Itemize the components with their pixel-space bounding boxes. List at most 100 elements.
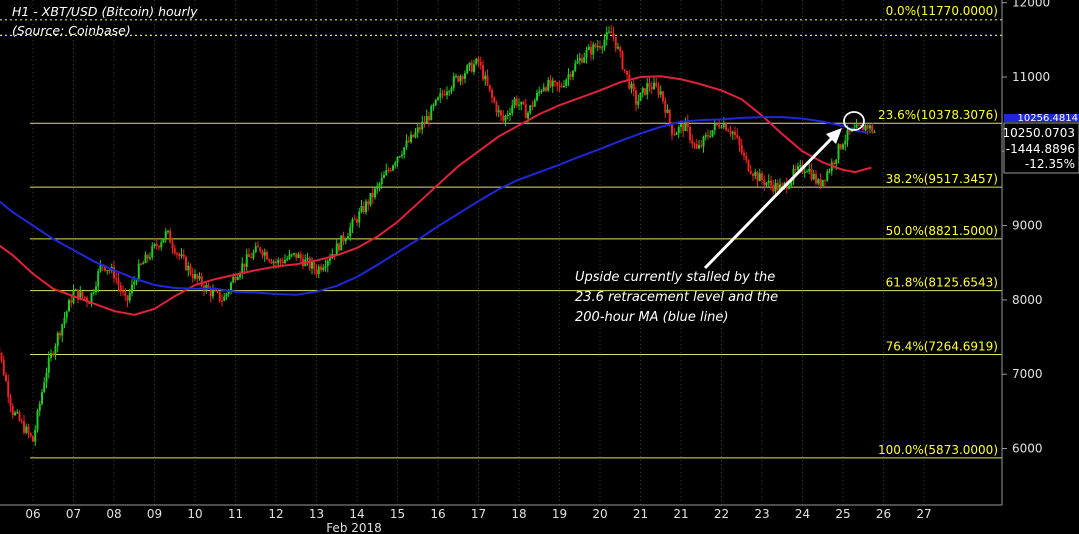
candle-body xyxy=(752,173,754,176)
candle-body xyxy=(320,266,322,271)
candle-body xyxy=(509,113,511,115)
candle-body xyxy=(99,264,102,271)
candle-body xyxy=(266,252,268,260)
candle-body xyxy=(128,293,131,301)
candle-body xyxy=(756,172,759,182)
candle-body xyxy=(776,182,779,191)
candle-body xyxy=(653,82,655,90)
candle-body xyxy=(230,282,232,291)
candle-body xyxy=(538,91,541,93)
candle-body xyxy=(254,246,257,253)
candle-body xyxy=(385,170,388,176)
annotation-arrow xyxy=(703,136,834,270)
candle-body xyxy=(144,254,147,264)
candle-body xyxy=(833,162,835,165)
candle-body xyxy=(317,266,320,275)
candle-body xyxy=(542,87,545,91)
candle-body xyxy=(54,345,57,356)
candle-body xyxy=(383,175,385,179)
fib-label: 50.0%(8821.5000) xyxy=(886,224,998,238)
candle-body xyxy=(259,247,262,252)
candle-body xyxy=(842,144,844,149)
candle-body xyxy=(493,97,496,103)
candle-body xyxy=(677,127,680,133)
candle-body xyxy=(704,135,707,137)
candle-body xyxy=(290,254,293,256)
candle-body xyxy=(857,124,860,126)
candle-body xyxy=(295,253,298,258)
candle-body xyxy=(668,109,671,123)
candle-body xyxy=(497,110,500,113)
candle-body xyxy=(124,292,127,296)
candle-body xyxy=(284,259,286,264)
candle-body xyxy=(713,123,716,131)
moving-averages xyxy=(0,75,872,316)
candle-body xyxy=(367,201,370,205)
fib-label: 100.0%(5873.0000) xyxy=(878,443,998,457)
x-tick-label: 18 xyxy=(511,507,526,521)
candle-body xyxy=(518,104,520,106)
candle-body xyxy=(641,88,644,93)
fib-label: 23.6%(10378.3076) xyxy=(878,108,998,122)
candle-body xyxy=(286,258,289,260)
candle-body xyxy=(272,261,275,264)
candle-body xyxy=(117,279,120,286)
candle-body xyxy=(223,296,226,301)
candle-body xyxy=(113,267,115,279)
candle-body xyxy=(547,80,550,91)
candle-body xyxy=(36,410,39,430)
candle-body xyxy=(603,39,606,48)
candle-body xyxy=(437,97,439,100)
candle-body xyxy=(209,288,212,297)
candle-body xyxy=(315,269,318,275)
candle-body xyxy=(743,152,745,156)
candle-body xyxy=(812,173,815,180)
candle-body xyxy=(558,85,561,87)
candle-body xyxy=(574,63,577,71)
candle-body xyxy=(790,180,793,186)
candle-body xyxy=(599,45,601,48)
candle-body xyxy=(308,258,311,269)
candle-body xyxy=(200,276,203,286)
candle-body xyxy=(788,185,790,189)
candle-body xyxy=(68,300,70,312)
candle-body xyxy=(711,130,714,137)
candle-body xyxy=(702,136,705,147)
candle-body xyxy=(727,130,730,132)
candle-body xyxy=(180,254,183,257)
candle-body xyxy=(430,106,433,121)
candle-body xyxy=(74,289,77,291)
candle-body xyxy=(810,168,813,180)
candle-body xyxy=(56,332,59,346)
x-tick-label: 09 xyxy=(147,507,162,521)
candle-body xyxy=(549,80,552,87)
candle-body xyxy=(864,125,867,131)
candle-body xyxy=(187,265,190,271)
candle-body xyxy=(673,134,676,136)
candle-body xyxy=(52,353,55,356)
x-tick-label: 15 xyxy=(390,507,405,521)
candle-body xyxy=(655,82,658,87)
candle-body xyxy=(491,90,493,98)
candle-body xyxy=(464,73,466,79)
candle-body xyxy=(9,396,12,406)
candle-body xyxy=(475,58,478,65)
candle-body xyxy=(29,433,32,436)
fib-label: 0.0%(11770.0000) xyxy=(886,4,998,18)
x-tick-label: 06 xyxy=(25,507,40,521)
candle-body xyxy=(477,58,480,63)
candle-body xyxy=(338,243,340,251)
x-axis-label: Feb 2018 xyxy=(326,521,382,534)
candle-body xyxy=(263,252,266,256)
candle-body xyxy=(297,254,300,258)
candle-body xyxy=(347,236,349,240)
candle-body xyxy=(763,180,766,185)
candle-body xyxy=(394,162,397,166)
candle-body xyxy=(853,128,856,130)
candle-body xyxy=(329,258,331,261)
candle-body xyxy=(250,256,253,258)
candle-body xyxy=(522,101,525,105)
candle-body xyxy=(59,332,61,336)
candle-body xyxy=(324,266,327,268)
